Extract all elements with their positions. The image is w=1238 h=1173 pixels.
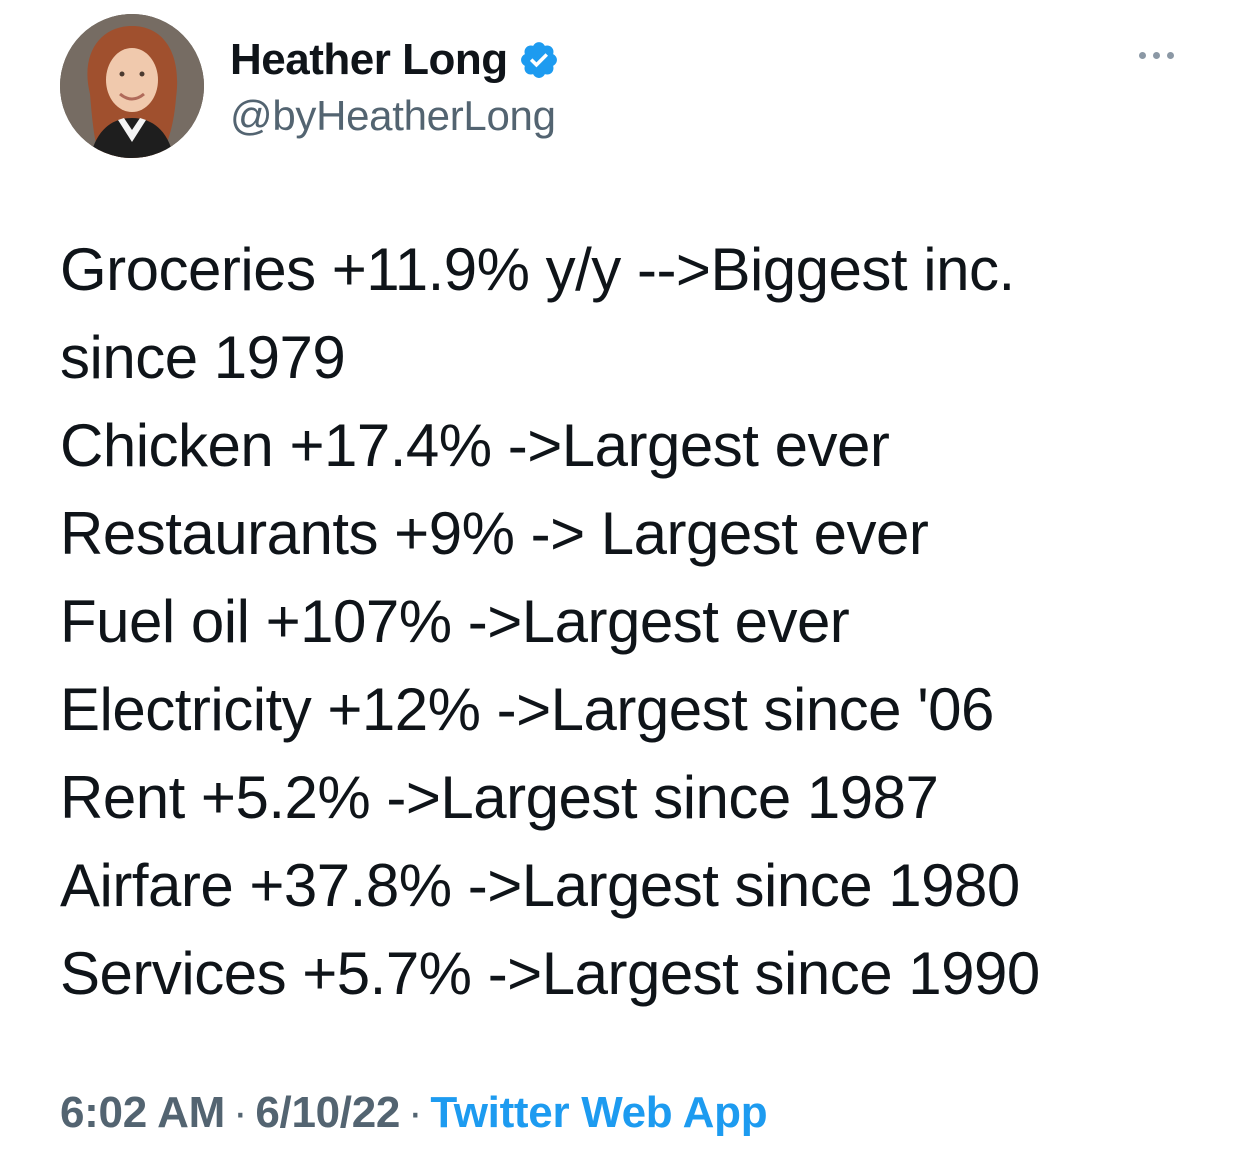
avatar-image (60, 14, 204, 158)
tweet-line: Restaurants +9% -> Largest ever (60, 500, 929, 567)
author-handle[interactable]: @byHeatherLong (230, 92, 556, 139)
tweet-time[interactable]: 6:02 AM (60, 1088, 225, 1137)
verified-badge-icon (518, 39, 560, 81)
more-options-icon[interactable] (1128, 40, 1184, 70)
meta-separator: · (408, 1088, 423, 1137)
tweet-meta: 6:02 AM · 6/10/22 · Twitter Web App (60, 1088, 768, 1138)
tweet-line: Groceries +11.9% y/y -->Biggest inc. (60, 236, 1015, 303)
more-dot (1138, 51, 1146, 59)
tweet-line: Chicken +17.4% ->Largest ever (60, 412, 890, 479)
tweet-source-link[interactable]: Twitter Web App (430, 1088, 768, 1137)
tweet-line: since 1979 (60, 324, 346, 391)
tweet-line: Electricity +12% ->Largest since '06 (60, 676, 994, 743)
tweet-line: Airfare +37.8% ->Largest since 1980 (60, 852, 1020, 919)
tweet-line: Rent +5.2% ->Largest since 1987 (60, 764, 939, 831)
more-dot (1152, 51, 1160, 59)
meta-separator: · (232, 1088, 248, 1137)
tweet-date[interactable]: 6/10/22 (255, 1088, 401, 1137)
tweet-text: Groceries +11.9% y/y -->Biggest inc. sin… (60, 226, 1200, 1018)
more-dot (1166, 51, 1174, 59)
tweet-line: Services +5.7% ->Largest since 1990 (60, 940, 1040, 1007)
avatar[interactable] (60, 14, 204, 158)
author-name-row[interactable]: Heather Long (230, 30, 560, 90)
author-display-name[interactable]: Heather Long (230, 35, 508, 84)
tweet-line: Fuel oil +107% ->Largest ever (60, 588, 850, 655)
